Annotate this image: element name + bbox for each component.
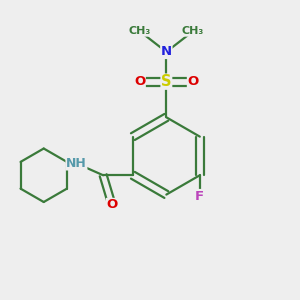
Text: O: O (106, 199, 118, 212)
Text: NH: NH (66, 157, 87, 170)
Text: CH₃: CH₃ (128, 26, 151, 36)
Text: N: N (161, 45, 172, 58)
Text: F: F (195, 190, 204, 202)
Text: O: O (188, 75, 199, 88)
Text: O: O (134, 75, 145, 88)
Text: CH₃: CH₃ (182, 26, 204, 36)
Text: S: S (161, 74, 172, 89)
